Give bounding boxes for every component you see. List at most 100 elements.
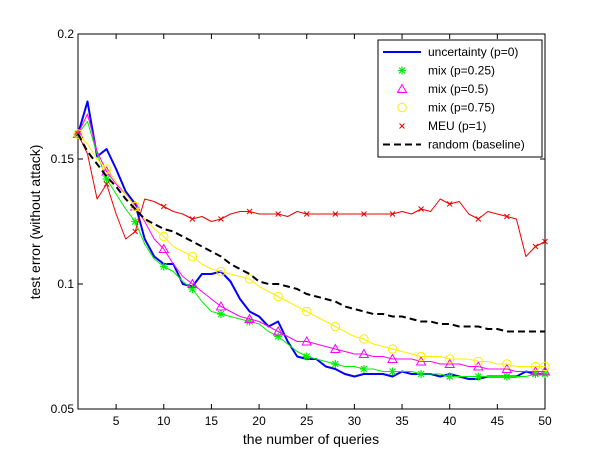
data-point (103, 181, 110, 187)
data-point (445, 372, 454, 381)
data-point (542, 238, 548, 245)
data-point (358, 348, 370, 358)
x-tick-label: 40 (443, 414, 457, 428)
data-point (444, 354, 455, 364)
series-line (77, 133, 546, 257)
data-point (418, 206, 424, 212)
x-axis-ticks: 5 10 15 20 25 30 35 40 45 50 (113, 34, 552, 428)
data-point (472, 360, 484, 371)
data-point (504, 213, 510, 220)
y-axis-ticks: 0.05 0.1 0.15 0.2 (51, 27, 545, 416)
series-line (77, 133, 545, 333)
data-point (273, 291, 283, 302)
data-point (102, 175, 111, 183)
x-tick-label: 10 (157, 414, 171, 428)
data-point (502, 372, 511, 381)
legend-label: mix (p=0.5) (428, 82, 488, 96)
data-point (244, 274, 255, 284)
data-point (274, 332, 283, 341)
legend-label: MEU (p=1) (428, 119, 486, 133)
x-tick-label: 5 (113, 414, 120, 428)
data-point (387, 344, 398, 354)
data-point (272, 325, 284, 336)
data-point (361, 211, 367, 217)
series-layer (72, 100, 551, 381)
x-tick-label: 30 (348, 414, 362, 428)
data-point (332, 211, 339, 217)
data-point (216, 266, 226, 277)
x-tick-label: 25 (300, 414, 314, 428)
data-point (330, 321, 341, 332)
data-point (101, 164, 112, 174)
series-random-baseline- (77, 133, 545, 333)
data-point (530, 361, 541, 372)
series-uncertainty-p-0- (77, 100, 545, 380)
data-point (446, 201, 453, 207)
data-point (359, 365, 368, 373)
data-point (540, 361, 550, 372)
data-point (301, 335, 313, 346)
legend-marker (397, 102, 407, 113)
legend-item: uncertainty (p=0) (383, 45, 518, 59)
data-point (303, 211, 310, 217)
data-point (216, 310, 225, 318)
legend: uncertainty (p=0) mix (p=0.25) mix (p=0.5)… (377, 39, 543, 158)
legend-label: uncertainty (p=0) (428, 45, 518, 59)
data-point (475, 216, 482, 222)
x-tick-label: 15 (205, 414, 219, 428)
legend-label: random (baseline) (428, 138, 525, 152)
y-axis-label: test error (without attack) (27, 145, 43, 300)
y-tick-label: 0.2 (57, 27, 74, 41)
data-point (331, 360, 340, 368)
data-point (159, 262, 168, 271)
x-tick-label: 20 (252, 414, 266, 428)
data-point (417, 370, 426, 378)
legend-box (377, 39, 543, 158)
legend-marker (399, 123, 405, 129)
data-point (501, 363, 513, 373)
x-tick-label: 35 (395, 414, 409, 428)
data-point (246, 208, 253, 215)
x-axis-label: the number of queries (243, 431, 379, 447)
data-point (73, 129, 83, 139)
data-point (160, 203, 167, 210)
data-point (189, 216, 196, 222)
data-point (389, 211, 396, 217)
series-mix-p-0-5- (72, 113, 551, 376)
data-point (215, 300, 227, 311)
legend-label: mix (p=0.25) (428, 64, 495, 78)
series-line (77, 121, 545, 377)
legend-label: mix (p=0.75) (428, 101, 495, 115)
data-point (132, 228, 139, 235)
data-point (187, 251, 198, 262)
data-point (530, 365, 541, 376)
data-point (502, 359, 512, 369)
data-point (329, 343, 341, 353)
data-point (539, 365, 551, 376)
series-meu-p-1- (75, 131, 548, 257)
data-point (72, 128, 84, 138)
series-line (77, 100, 545, 380)
data-point (415, 355, 427, 366)
data-point (474, 372, 483, 381)
series-line (77, 113, 545, 372)
y-tick-label: 0.15 (51, 152, 75, 166)
legend-item: mix (p=0.25) (398, 64, 495, 78)
x-tick-label: 50 (538, 414, 552, 428)
data-point (359, 334, 369, 344)
data-point (159, 231, 169, 242)
data-point (218, 216, 224, 222)
data-point (130, 201, 140, 212)
legend-item: mix (p=0.5) (396, 82, 488, 96)
data-point (187, 278, 198, 288)
legend-marker (396, 83, 408, 93)
data-point (416, 351, 426, 362)
y-tick-label: 0.05 (51, 402, 75, 416)
y-tick-label: 0.1 (57, 277, 74, 291)
x-tick-label: 45 (491, 414, 505, 428)
legend-marker (398, 66, 406, 75)
data-point (532, 243, 539, 250)
data-point (275, 211, 281, 217)
data-point (158, 243, 170, 253)
data-point (302, 352, 311, 361)
